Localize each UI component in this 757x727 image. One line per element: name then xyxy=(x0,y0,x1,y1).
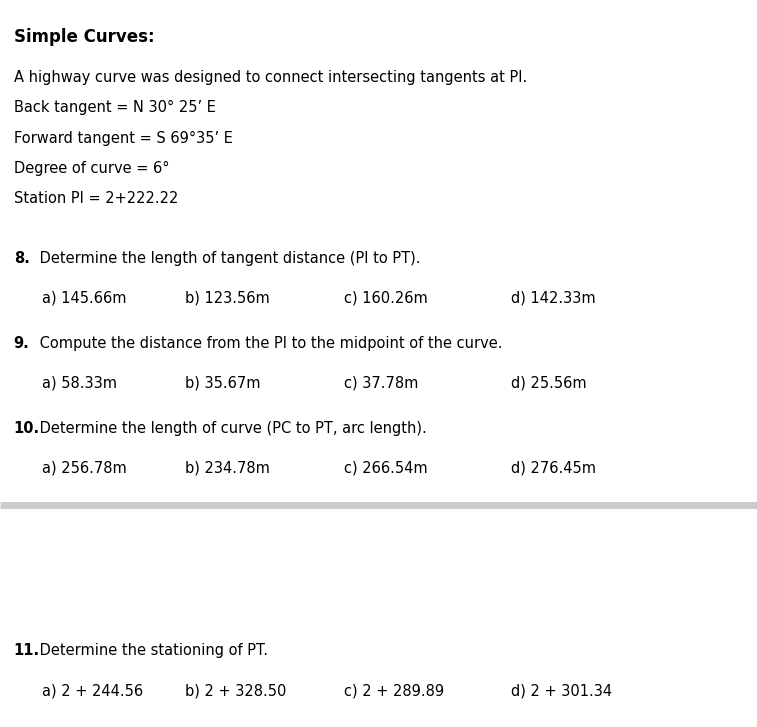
Text: a) 145.66m: a) 145.66m xyxy=(42,291,126,305)
Text: b) 123.56m: b) 123.56m xyxy=(185,291,270,305)
Text: Station PI = 2+222.22: Station PI = 2+222.22 xyxy=(14,191,178,206)
Text: d) 2 + 301.34: d) 2 + 301.34 xyxy=(511,683,612,699)
Text: 9.: 9. xyxy=(14,336,30,350)
Text: Forward tangent = S 69°35’ E: Forward tangent = S 69°35’ E xyxy=(14,131,232,145)
Text: c) 37.78m: c) 37.78m xyxy=(344,376,419,390)
Text: c) 160.26m: c) 160.26m xyxy=(344,291,428,305)
Text: 11.: 11. xyxy=(14,643,40,659)
Text: Determine the stationing of PT.: Determine the stationing of PT. xyxy=(35,643,268,659)
Text: Simple Curves:: Simple Curves: xyxy=(14,28,154,46)
Text: d) 142.33m: d) 142.33m xyxy=(511,291,596,305)
Text: d) 276.45m: d) 276.45m xyxy=(511,461,596,475)
Text: c) 2 + 289.89: c) 2 + 289.89 xyxy=(344,683,444,699)
Text: Degree of curve = 6°: Degree of curve = 6° xyxy=(14,161,169,176)
Text: 8.: 8. xyxy=(14,251,30,265)
Text: Determine the length of curve (PC to PT, arc length).: Determine the length of curve (PC to PT,… xyxy=(35,421,427,435)
Text: Compute the distance from the PI to the midpoint of the curve.: Compute the distance from the PI to the … xyxy=(35,336,503,350)
Text: a) 2 + 244.56: a) 2 + 244.56 xyxy=(42,683,143,699)
Text: a) 256.78m: a) 256.78m xyxy=(42,461,126,475)
Text: b) 35.67m: b) 35.67m xyxy=(185,376,261,390)
Text: b) 234.78m: b) 234.78m xyxy=(185,461,270,475)
Text: A highway curve was designed to connect intersecting tangents at PI.: A highway curve was designed to connect … xyxy=(14,70,527,85)
Text: Determine the length of tangent distance (PI to PT).: Determine the length of tangent distance… xyxy=(35,251,420,265)
Text: c) 266.54m: c) 266.54m xyxy=(344,461,428,475)
Text: d) 25.56m: d) 25.56m xyxy=(511,376,587,390)
Text: Back tangent = N 30° 25’ E: Back tangent = N 30° 25’ E xyxy=(14,100,216,115)
Text: a) 58.33m: a) 58.33m xyxy=(42,376,117,390)
Text: b) 2 + 328.50: b) 2 + 328.50 xyxy=(185,683,287,699)
Text: 10.: 10. xyxy=(14,421,40,435)
